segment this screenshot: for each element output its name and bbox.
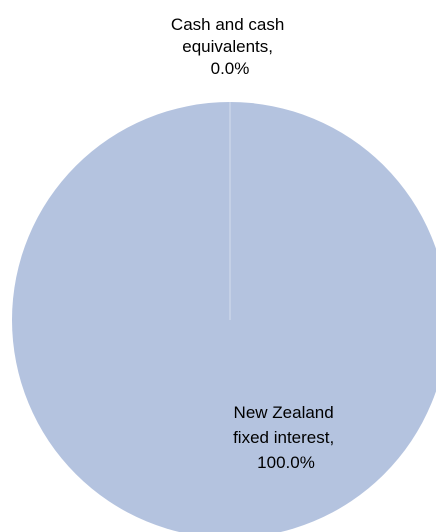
slice-label-nz-line-2: fixed interest, bbox=[233, 428, 334, 447]
slice-label-cash-line-3: 0.0% bbox=[211, 59, 250, 78]
slice-label-new-zealand-fixed-interest: New Zealand fixed interest, 100.0% bbox=[233, 403, 339, 472]
pie-slices bbox=[12, 102, 436, 532]
slice-label-nz-line-3: 100.0% bbox=[257, 453, 315, 472]
pie-slice-new-zealand-fixed-interest[interactable] bbox=[12, 102, 436, 532]
slice-label-cash-and-cash-equivalents: Cash and cash equivalents, 0.0% bbox=[171, 15, 289, 78]
slice-label-cash-line-2: equivalents, bbox=[182, 37, 273, 56]
slice-label-nz-line-1: New Zealand bbox=[234, 403, 334, 422]
slice-label-cash-line-1: Cash and cash bbox=[171, 15, 284, 34]
